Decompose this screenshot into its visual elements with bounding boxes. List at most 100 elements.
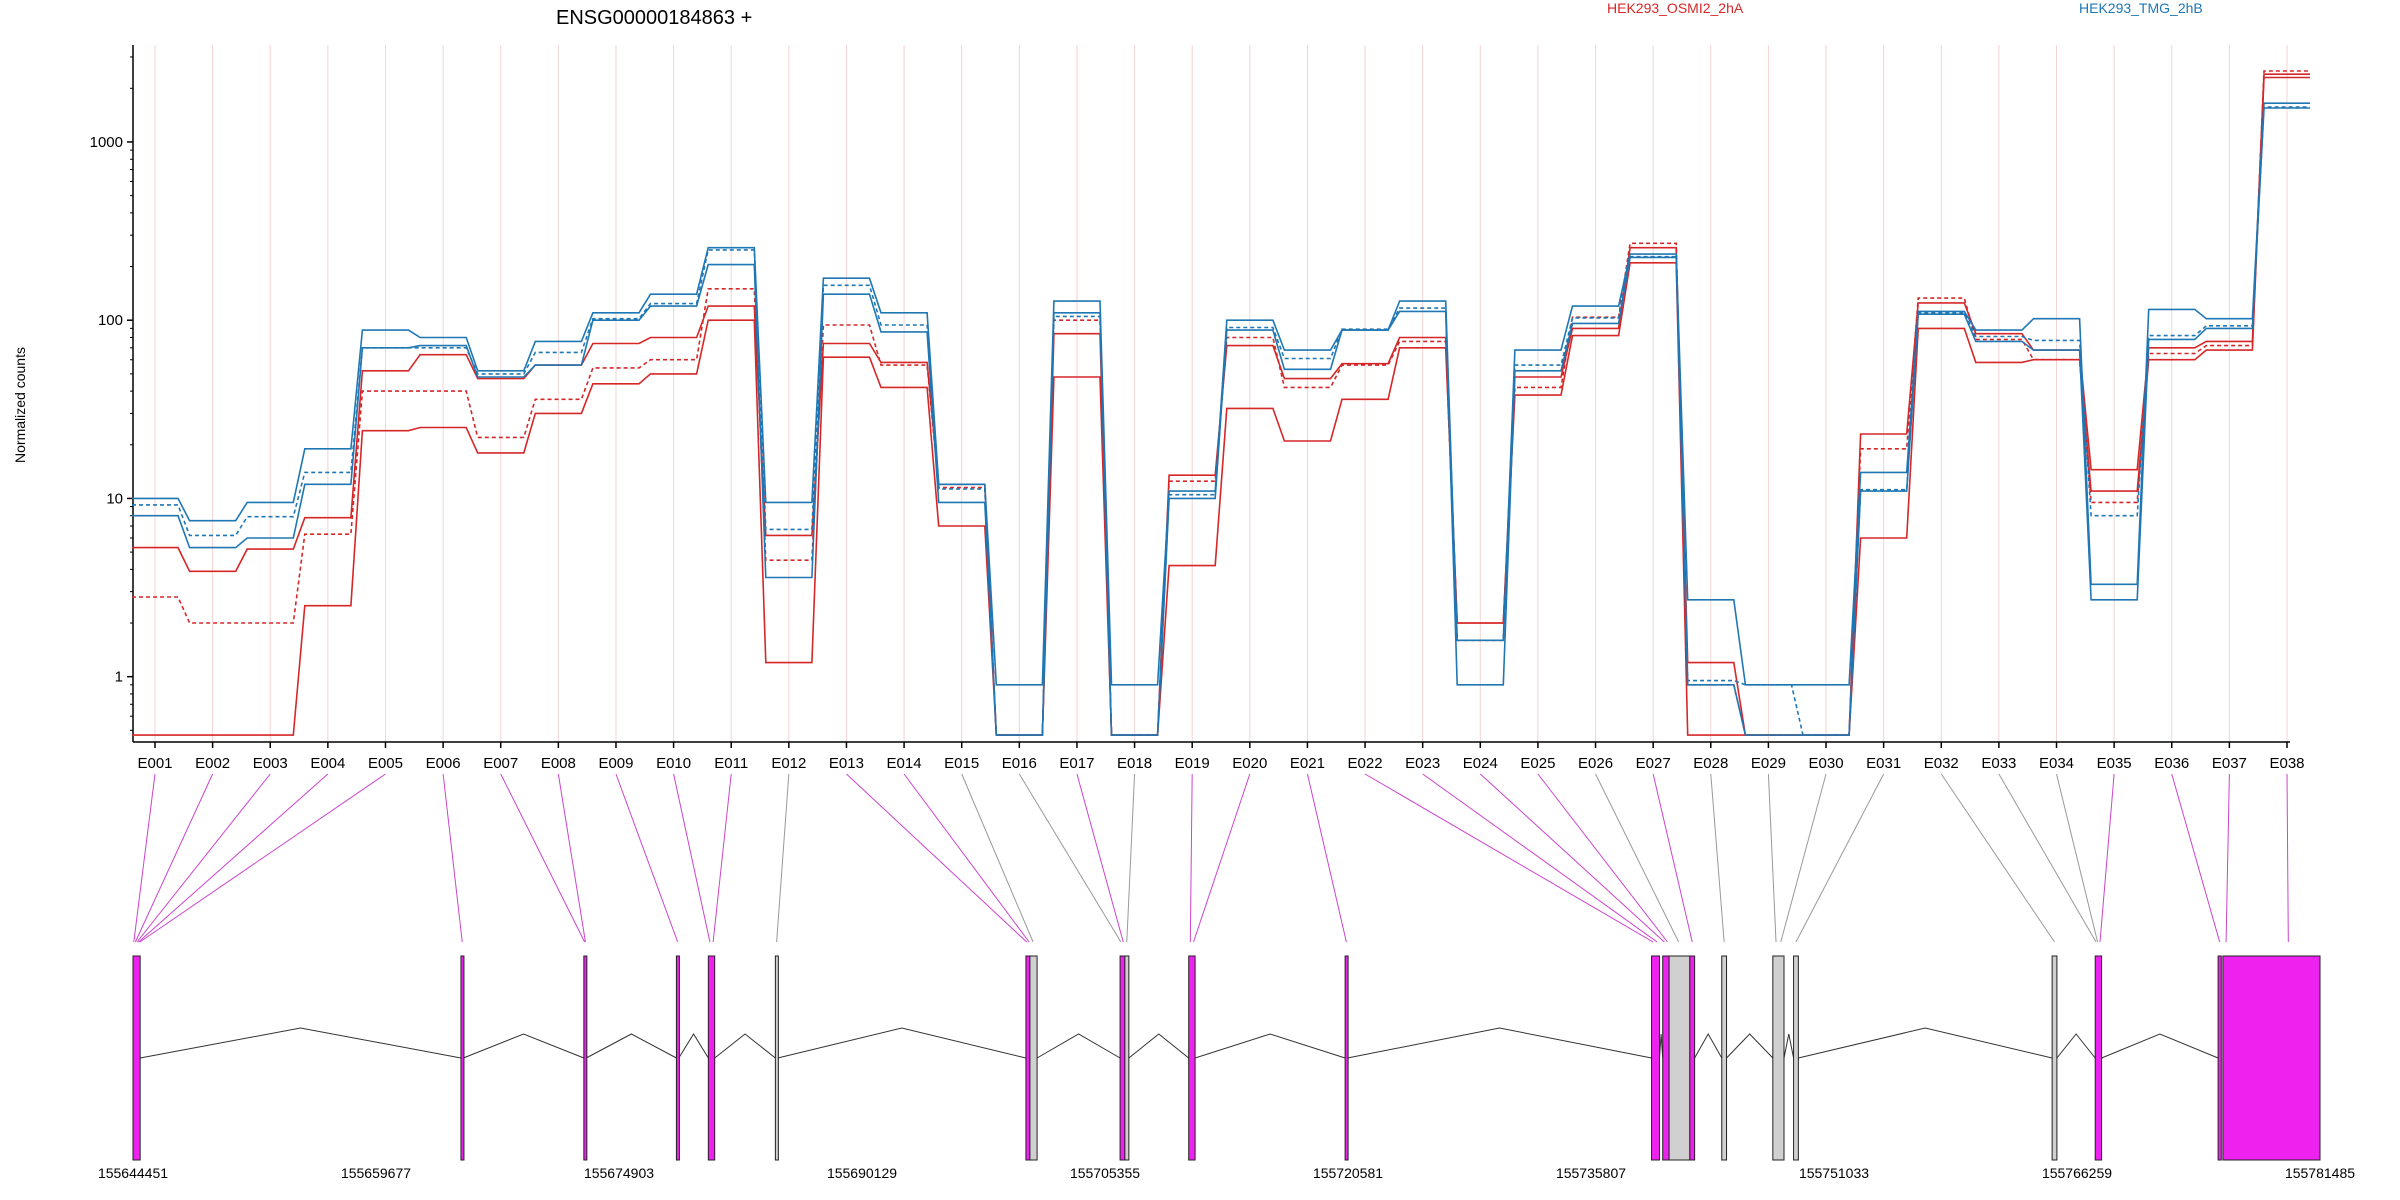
link-e019 [1189,773,1193,943]
x-tick-label-e022: E022 [1348,755,1383,772]
x-tick-label-e005: E005 [368,755,403,772]
link-e029 [1767,773,1777,943]
exon-box-10 [1124,955,1130,1161]
genomic-tick-label: 155781485 [2285,1165,2355,1181]
link-e004 [138,773,329,943]
intron-line [140,1027,462,1059]
link-e016 [1018,773,1122,943]
link-e012 [776,773,790,943]
link-e026 [1595,773,1680,943]
link-e038 [2286,773,2289,943]
x-tick-label-e002: E002 [195,755,230,772]
exon-box-23 [2222,955,2321,1161]
genomic-tick-label: 155644451 [98,1165,168,1181]
x-tick-label-e016: E016 [1002,755,1037,772]
series-lines [132,70,2310,736]
exon-box-14 [1662,955,1670,1161]
x-tick-label-e004: E004 [310,755,345,772]
exon-box-6 [774,955,779,1161]
link-e022 [1364,773,1654,943]
x-tick-label-e009: E009 [598,755,633,772]
series-line-3 [132,70,2310,736]
x-tick-label-e017: E017 [1059,755,1094,772]
exon-box-16 [1689,955,1696,1161]
intron-line [2101,1033,2219,1059]
link-e035 [2099,773,2115,943]
x-tick-label-e020: E020 [1232,755,1267,772]
intron-line [678,1033,709,1059]
link-e002 [134,773,214,943]
link-e033 [1998,773,2097,943]
link-e013 [846,773,1028,943]
genomic-tick-label: 155766259 [2042,1165,2112,1181]
exon-box-1 [132,955,141,1161]
exon-box-22 [2217,955,2222,1161]
link-e005 [139,773,386,943]
intron-line [1347,1027,1652,1059]
exon-box-15 [1668,955,1691,1161]
genomic-tick-label: 155659677 [341,1165,411,1181]
link-e020 [1193,773,1251,943]
intron-line [1659,1033,1664,1059]
link-e006 [442,773,463,943]
y-tick-label: 10 [106,490,123,507]
x-tick-label-e023: E023 [1405,755,1440,772]
intron-line [1194,1033,1346,1059]
x-tick-label-e025: E025 [1520,755,1555,772]
legend-tmg: HEK293_TMG_2hB [2079,0,2203,16]
link-e008 [557,773,586,943]
link-e017 [1076,773,1124,943]
intron-line [1783,1033,1795,1059]
exon-box-20 [2051,955,2058,1161]
chart-title: ENSG00000184863 + [556,7,752,29]
exon-box-4 [675,955,680,1161]
exon-box-9 [1119,955,1126,1161]
exon-box-7 [1025,955,1031,1161]
link-e001 [133,773,156,943]
series-line-6 [132,106,2310,736]
series-line-2 [132,76,2310,736]
link-e014 [903,773,1030,943]
x-tick-label-e037: E037 [2212,755,2247,772]
x-tick-label-e012: E012 [771,755,806,772]
genomic-tick-label: 155751033 [1799,1165,1869,1181]
x-tick-label-e014: E014 [887,755,922,772]
y-axis-label: Normalized counts [12,347,28,463]
genomic-tick-label: 155705355 [1070,1165,1140,1181]
x-tick-label-e035: E035 [2097,755,2132,772]
link-e024 [1479,773,1665,943]
x-tick-label-e033: E033 [1981,755,2016,772]
x-tick-label-e029: E029 [1751,755,1786,772]
exon-box-18 [1772,955,1785,1161]
exon-box-8 [1029,955,1038,1161]
intron-line [2056,1033,2096,1059]
genomic-tick-label: 155690129 [827,1165,897,1181]
x-tick-label-e015: E015 [944,755,979,772]
genomic-tick-label: 155720581 [1313,1165,1383,1181]
link-e025 [1537,773,1668,943]
link-e007 [500,773,586,943]
x-tick-label-e030: E030 [1809,755,1844,772]
x-tick-label-e021: E021 [1290,755,1325,772]
intron-line [1694,1032,1723,1059]
link-e003 [136,773,271,943]
x-tick-label-e006: E006 [426,755,461,772]
genomic-tick-label: 155674903 [584,1165,654,1181]
x-tick-label-e003: E003 [253,755,288,772]
x-tick-label-e018: E018 [1117,755,1152,772]
x-axis: E001 E002 E003 E004 E005 E006 E007 E008 E009 E010… [133,741,2305,772]
link-e036 [2171,773,2221,943]
x-tick-label-e011: E011 [714,755,748,772]
intron-line [1128,1033,1190,1059]
link-e018 [1126,773,1136,943]
x-tick-label-e031: E031 [1866,755,1901,772]
vertical-grid [154,45,2288,742]
series-line-4 [132,102,2310,686]
x-tick-label-e026: E026 [1578,755,1613,772]
x-tick-label-e028: E028 [1693,755,1728,772]
x-tick-label-e038: E038 [2269,755,2304,772]
y-tick-label: 100 [98,312,123,329]
exon-box-12 [1344,955,1349,1161]
link-e037 [2225,773,2230,943]
x-tick-label-e008: E008 [541,755,576,772]
